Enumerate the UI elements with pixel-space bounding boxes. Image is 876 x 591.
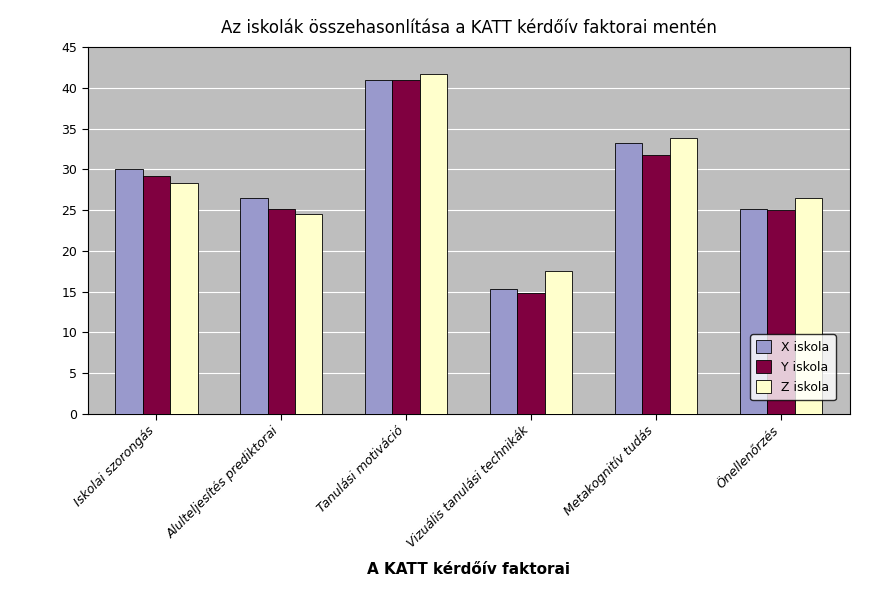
Bar xyxy=(392,80,420,414)
Bar xyxy=(240,198,267,414)
Bar xyxy=(767,210,795,414)
Legend: X iskola, Y iskola, Z iskola: X iskola, Y iskola, Z iskola xyxy=(750,335,836,400)
Bar xyxy=(670,138,697,414)
Bar xyxy=(143,176,170,414)
Bar xyxy=(739,209,767,414)
Bar xyxy=(295,214,322,414)
Bar xyxy=(642,155,670,414)
Bar xyxy=(170,183,198,414)
Bar xyxy=(267,209,295,414)
Bar xyxy=(545,271,572,414)
Title: Az iskolák összehasonlítása a KATT kérdőív faktorai mentén: Az iskolák összehasonlítása a KATT kérdő… xyxy=(221,20,717,37)
Bar xyxy=(365,80,392,414)
Bar xyxy=(490,289,518,414)
Bar xyxy=(518,293,545,414)
X-axis label: A KATT kérdőív faktorai: A KATT kérdőív faktorai xyxy=(367,561,570,577)
Bar xyxy=(795,198,823,414)
Bar xyxy=(420,74,448,414)
Bar xyxy=(115,170,143,414)
Bar xyxy=(615,144,642,414)
